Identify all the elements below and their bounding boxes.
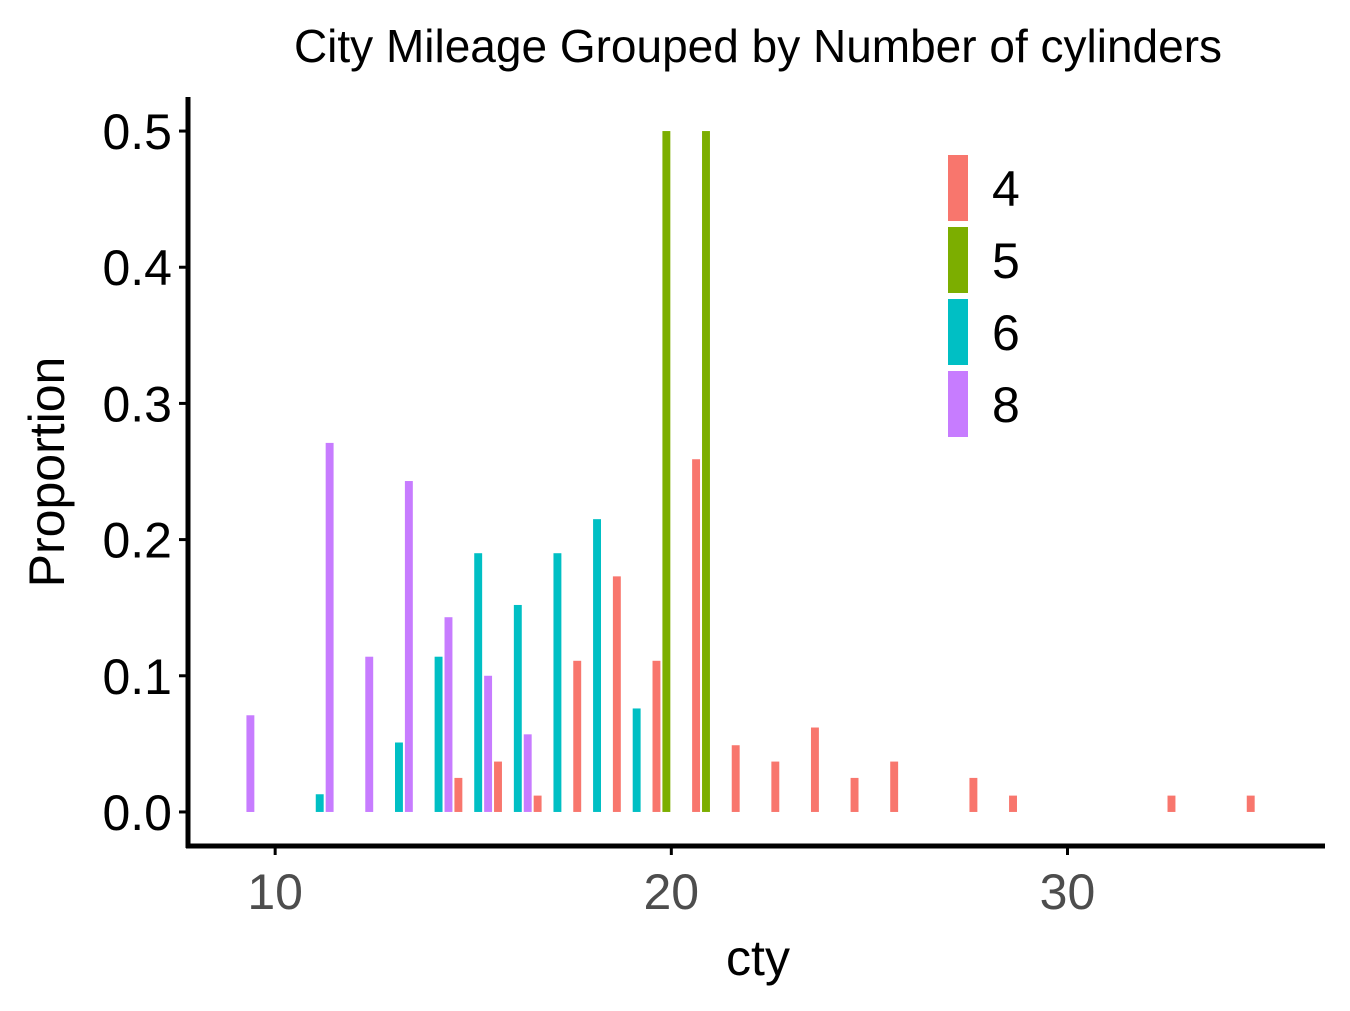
- legend-key-cyl6: [948, 299, 968, 365]
- y-tick-label: 0.5: [102, 104, 172, 160]
- y-tick-label: 0.0: [102, 785, 172, 841]
- bars-group: [246, 131, 1255, 812]
- bar-cyl8-x13: [404, 481, 413, 812]
- bar-cyl4-x26: [890, 761, 899, 812]
- bar-cyl4-x25: [850, 777, 859, 812]
- bar-cyl8-x15: [484, 675, 493, 812]
- bar-cyl8-x14: [444, 617, 453, 812]
- bar-cyl8-x9: [246, 715, 255, 812]
- x-axis-label: cty: [726, 930, 790, 986]
- bar-cyl8-x12: [365, 656, 374, 812]
- legend-key-cyl4: [948, 155, 968, 221]
- bar-cyl4-x16: [494, 761, 502, 812]
- bar-cyl4-x21: [692, 459, 701, 812]
- bar-cyl6-x15: [474, 553, 483, 812]
- y-tick-label: 0.3: [102, 376, 172, 432]
- bar-cyl5-x20: [662, 131, 671, 812]
- bar-cyl4-x23: [771, 761, 780, 812]
- bar-cyl4-x28: [969, 777, 978, 812]
- bar-cyl4-x29: [1009, 795, 1017, 812]
- y-tick-label: 0.4: [102, 240, 172, 296]
- bar-cyl4-x22: [731, 745, 740, 812]
- legend-label-cyl8: 8: [992, 377, 1020, 433]
- bar-cyl6-x14: [434, 656, 443, 812]
- y-axis-label: Proportion: [19, 357, 75, 588]
- bar-cyl6-x13: [395, 742, 403, 812]
- bar-cyl8-x16: [523, 734, 532, 812]
- bar-cyl6-x18: [593, 519, 601, 812]
- legend-label-cyl6: 6: [992, 305, 1020, 361]
- bar-cyl6-x19: [632, 708, 641, 812]
- bar-cyl4-x15: [454, 777, 463, 812]
- y-tick-label: 0.2: [102, 513, 172, 569]
- x-tick-label: 10: [247, 864, 303, 920]
- bar-cyl4-x35: [1246, 795, 1255, 812]
- x-tick-label: 30: [1040, 864, 1096, 920]
- bar-cyl4-x19: [612, 576, 621, 812]
- bar-cyl4-x20: [652, 660, 661, 812]
- x-tick-label: 20: [644, 864, 700, 920]
- y-tick-label: 0.1: [102, 649, 172, 705]
- bar-cyl6-x11: [315, 794, 324, 812]
- legend-key-cyl5: [948, 227, 968, 293]
- bar-cyl6-x17: [553, 553, 562, 812]
- bar-cyl5-x21: [702, 131, 710, 812]
- bar-cyl8-x11: [325, 442, 334, 812]
- bar-cyl6-x16: [513, 604, 522, 812]
- bar-cyl4-x33: [1167, 795, 1176, 812]
- x-axis: 10 20 30: [186, 843, 1325, 920]
- legend-key-cyl8: [948, 371, 968, 437]
- legend: 4 5 6 8: [948, 155, 1020, 437]
- bar-cyl4-x24: [810, 727, 819, 812]
- legend-label-cyl4: 4: [992, 161, 1020, 217]
- bar-cyl4-x18: [573, 660, 582, 812]
- y-axis: 0.0 0.1 0.2 0.3 0.4 0.5: [102, 97, 191, 848]
- legend-label-cyl5: 5: [992, 233, 1020, 289]
- chart-title: City Mileage Grouped by Number of cylind…: [294, 20, 1222, 72]
- bar-cyl4-x17: [533, 795, 542, 812]
